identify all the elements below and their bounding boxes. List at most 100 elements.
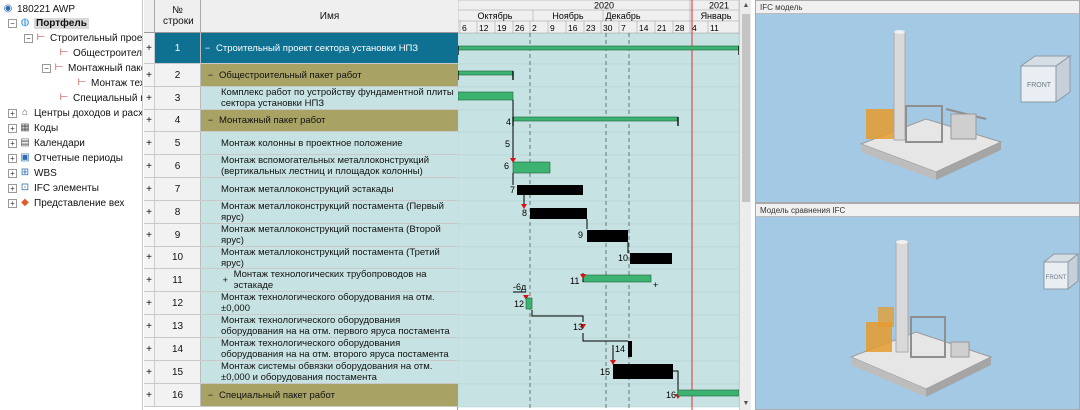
row-name-cell[interactable]: Монтаж технологического оборудования обо… bbox=[201, 315, 458, 337]
expand-toggle[interactable]: + bbox=[8, 198, 17, 208]
row-name-cell[interactable]: Монтаж металлоконструкций эстакады bbox=[201, 178, 458, 200]
tree-node-special-package[interactable]: ⊢Специальный па bbox=[59, 92, 142, 104]
row-expand-button[interactable]: + bbox=[144, 155, 155, 177]
row-name-cell[interactable]: − Монтажный пакет работ bbox=[201, 110, 458, 131]
package-icon: ⊢ bbox=[54, 62, 64, 74]
row-name-cell[interactable]: Монтаж металлоконструкций постамента (Пе… bbox=[201, 201, 458, 223]
table-row[interactable]: +16− Специальный пакет работ bbox=[144, 384, 458, 407]
row-name-cell[interactable]: − Строительный проект сектора установки Н… bbox=[201, 33, 458, 63]
navigation-cube-icon[interactable]: FRONT bbox=[1042, 252, 1079, 291]
row-expand-button[interactable]: + bbox=[144, 292, 155, 314]
row-expand-button[interactable]: + bbox=[144, 201, 155, 223]
gantt-month-label: Январь bbox=[701, 11, 732, 21]
row-expand-button[interactable]: + bbox=[144, 64, 155, 86]
tree-node-cost-centers[interactable]: + ⌂ Центры доходов и расхо bbox=[8, 106, 142, 121]
row-toggle[interactable]: + bbox=[222, 274, 228, 285]
table-row[interactable]: +10 Монтаж металлоконструкций постамента … bbox=[144, 247, 458, 269]
table-row[interactable]: +1− Строительный проект сектора установки… bbox=[144, 33, 458, 64]
plant-model-icon bbox=[859, 30, 1003, 180]
row-name-cell[interactable]: Монтаж технологического оборудования обо… bbox=[201, 338, 458, 360]
ifc-compare-panel[interactable]: Модель сравнения IFC FRONT bbox=[755, 203, 1080, 410]
tree-node-periods[interactable]: + ▣ Отчетные периоды bbox=[8, 151, 123, 166]
row-number: 10 bbox=[155, 247, 201, 268]
row-expand-button[interactable]: + bbox=[144, 132, 155, 154]
expand-toggle[interactable]: + bbox=[8, 138, 17, 148]
row-expand-button[interactable]: + bbox=[144, 224, 155, 246]
tree-node-calendars[interactable]: + ▤ Календари bbox=[8, 136, 85, 151]
tree-node-mounting-package[interactable]: − ⊢ Монтажный пакет bbox=[42, 61, 142, 76]
row-name-cell[interactable]: Монтаж металлоконструкций постамента (Тр… bbox=[201, 247, 458, 268]
scroll-up-icon[interactable]: ▲ bbox=[742, 2, 750, 9]
row-expand-button[interactable]: + bbox=[144, 315, 155, 337]
table-row[interactable]: +3 Комплекс работ по устройству фундамент… bbox=[144, 87, 458, 110]
row-name-cell[interactable]: − Общестроительный пакет работ bbox=[201, 64, 458, 86]
tree-node-wbs[interactable]: + ⊞ WBS bbox=[8, 166, 57, 181]
tree-node-project[interactable]: − ⊢ Строительный проект bbox=[24, 31, 142, 46]
table-row[interactable]: +13 Монтаж технологического оборудования … bbox=[144, 315, 458, 338]
row-name-cell[interactable]: Монтаж металлоконструкций постамента (Вт… bbox=[201, 224, 458, 246]
header-name[interactable]: Имя bbox=[319, 11, 340, 22]
gantt-bar-label: 13 bbox=[573, 322, 583, 332]
table-row[interactable]: +6 Монтаж вспомогательных металлоконструк… bbox=[144, 155, 458, 178]
row-expand-button[interactable]: + bbox=[144, 247, 155, 268]
expand-toggle[interactable]: + bbox=[8, 168, 17, 178]
ifc-model-viewport[interactable]: FRONT bbox=[756, 14, 1080, 203]
expand-toggle[interactable]: + bbox=[8, 153, 17, 163]
vertical-scrollbar[interactable]: ▲ ▼ bbox=[739, 0, 751, 410]
row-toggle[interactable]: − bbox=[207, 69, 214, 80]
gantt-bar-green bbox=[512, 161, 551, 174]
row-number: 4 bbox=[155, 110, 201, 131]
scroll-thumb[interactable] bbox=[742, 14, 750, 202]
row-expand-button[interactable]: + bbox=[144, 110, 155, 131]
row-expand-button[interactable]: + bbox=[144, 361, 155, 383]
table-row[interactable]: +2− Общестроительный пакет работ bbox=[144, 64, 458, 87]
row-toggle[interactable]: − bbox=[207, 389, 214, 400]
tree-node-root[interactable]: ◉ 180221 AWP bbox=[3, 3, 76, 15]
tree-node-milestones[interactable]: + ◆ Представление вех bbox=[8, 196, 124, 211]
row-expand-button[interactable]: + bbox=[144, 178, 155, 200]
row-expand-button[interactable]: + bbox=[144, 384, 155, 406]
row-name-cell[interactable]: Монтаж технологического оборудования на … bbox=[201, 292, 458, 314]
gantt-bar-label: 6 bbox=[504, 161, 509, 171]
ifc-model-panel[interactable]: IFC модель FRONT bbox=[755, 0, 1080, 203]
gantt-chart[interactable]: 2020 2021 Октябрь Ноябрь Декабрь Январь 6 12 19 2… bbox=[458, 0, 739, 410]
table-row[interactable]: +15 Монтаж системы обвязки оборудования н… bbox=[144, 361, 458, 384]
row-expand-button[interactable]: + bbox=[144, 269, 155, 291]
expand-toggle[interactable]: + bbox=[8, 123, 17, 133]
gantt-bar-black bbox=[517, 185, 583, 195]
header-row-number[interactable]: № строки bbox=[155, 0, 201, 33]
table-row[interactable]: +12 Монтаж технологического оборудования … bbox=[144, 292, 458, 315]
row-expand-button[interactable]: + bbox=[144, 338, 155, 360]
table-row[interactable]: +11 + Монтаж технологических трубопроводов… bbox=[144, 269, 458, 292]
tree-node-ifc[interactable]: + ⊡ IFC элементы bbox=[8, 181, 99, 196]
table-row[interactable]: +9 Монтаж металлоконструкций постамента (… bbox=[144, 224, 458, 247]
row-name-cell[interactable]: Монтаж колонны в проектное положение bbox=[201, 132, 458, 154]
table-row[interactable]: +4− Монтажный пакет работ bbox=[144, 110, 458, 132]
row-toggle[interactable]: − bbox=[207, 115, 214, 125]
row-name-cell[interactable]: Монтаж вспомогательных металлоконструкци… bbox=[201, 155, 458, 177]
expand-toggle[interactable]: + bbox=[8, 183, 17, 193]
row-name-cell[interactable]: + Монтаж технологических трубопроводов на… bbox=[201, 269, 458, 291]
table-row[interactable]: +14 Монтаж технологического оборудования … bbox=[144, 338, 458, 361]
row-name-cell[interactable]: Монтаж системы обвязки оборудования на о… bbox=[201, 361, 458, 383]
row-name-cell[interactable]: − Специальный пакет работ bbox=[201, 384, 458, 406]
collapse-toggle[interactable]: − bbox=[42, 63, 51, 73]
expand-toggle[interactable]: + bbox=[8, 108, 17, 118]
table-row[interactable]: +7 Монтаж металлоконструкций эстакады bbox=[144, 178, 458, 201]
table-row[interactable]: +8 Монтаж металлоконструкций постамента (… bbox=[144, 201, 458, 224]
row-expand-button[interactable]: + bbox=[144, 33, 155, 63]
tree-node-codes[interactable]: + ▦ Коды bbox=[8, 121, 58, 136]
tree-node-general-package[interactable]: ⊢ Общестроитель bbox=[59, 47, 143, 59]
collapse-toggle[interactable]: − bbox=[8, 18, 17, 28]
ifc-compare-viewport[interactable]: FRONT bbox=[756, 217, 1080, 410]
navigation-cube-icon[interactable]: FRONT bbox=[1019, 55, 1072, 103]
row-expand-button[interactable]: + bbox=[144, 87, 155, 109]
scroll-down-icon[interactable]: ▼ bbox=[742, 400, 750, 407]
gantt-bar-label: 16 bbox=[666, 390, 676, 400]
row-name-cell[interactable]: Комплекс работ по устройству фундаментно… bbox=[201, 87, 458, 109]
table-row[interactable]: +5 Монтаж колонны в проектное положение bbox=[144, 132, 458, 155]
tree-node-tech-mounting[interactable]: ⊢Монтаж техно bbox=[77, 77, 142, 89]
row-toggle[interactable]: − bbox=[204, 42, 211, 53]
tree-node-portfolio[interactable]: − ◍ Портфель bbox=[8, 16, 89, 31]
collapse-toggle[interactable]: − bbox=[24, 33, 33, 43]
